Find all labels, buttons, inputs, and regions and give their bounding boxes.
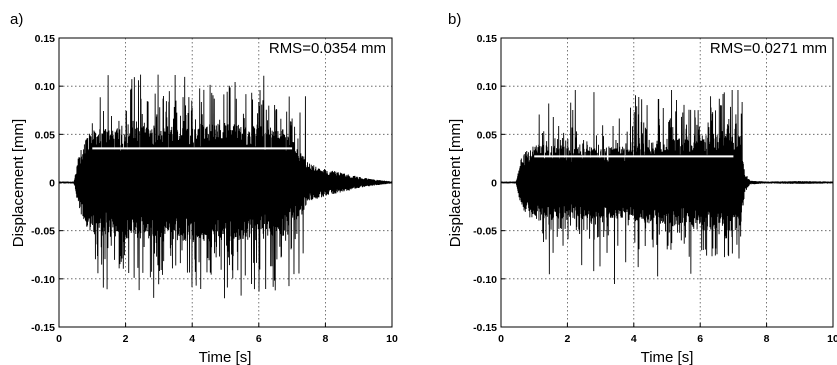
waveform-path bbox=[58, 74, 393, 299]
y-tick-label: -0.10 bbox=[31, 274, 55, 286]
x-ticks: 0 2 4 6 8 10 bbox=[498, 323, 837, 345]
y-tick-label: -0.05 bbox=[473, 226, 497, 238]
rms-annotation: RMS=0.0354 mm bbox=[269, 40, 386, 57]
x-tick-label: 8 bbox=[764, 333, 770, 345]
x-axis-label: Time [s] bbox=[199, 349, 252, 365]
y-tick-label: 0.05 bbox=[477, 129, 498, 141]
panel-b: b) 0 2 4 6 8 10 -0.15-0.10-0.0500.050.100.15 … bbox=[447, 11, 837, 365]
x-tick-label: 8 bbox=[322, 333, 328, 345]
rms-annotation: RMS=0.0271 mm bbox=[710, 40, 827, 57]
y-tick-label: 0 bbox=[491, 178, 497, 190]
waveform-series bbox=[500, 90, 834, 285]
x-tick-label: 2 bbox=[123, 333, 129, 345]
y-tick-label: 0 bbox=[49, 178, 55, 190]
y-axis-label: Displacement [mm] bbox=[10, 119, 27, 247]
y-tick-label: 0.15 bbox=[477, 33, 498, 45]
y-tick-label: 0.15 bbox=[35, 33, 56, 45]
y-tick-label: -0.15 bbox=[31, 322, 55, 334]
panel-a: a) 0 2 4 6 8 10 -0.15-0.10-0.0500.050.100.15 … bbox=[10, 11, 398, 365]
x-tick-label: 0 bbox=[498, 333, 504, 345]
waveform-path bbox=[500, 90, 834, 285]
x-tick-label: 6 bbox=[256, 333, 262, 345]
x-axis-label: Time [s] bbox=[641, 349, 694, 365]
y-tick-label: 0.10 bbox=[477, 81, 498, 93]
y-ticks: -0.15 -0.10 -0.05 0 0.05 0.10 0.15 bbox=[473, 33, 505, 334]
y-tick-label: 0.10 bbox=[35, 81, 56, 93]
waveform-series bbox=[58, 74, 393, 299]
x-tick-label: 4 bbox=[189, 333, 195, 345]
y-axis-label: Displacement [mm] bbox=[447, 119, 464, 247]
x-ticks: 0 2 4 6 8 10 bbox=[56, 323, 398, 345]
x-tick-label: 10 bbox=[827, 333, 837, 345]
panel-label: a) bbox=[10, 11, 23, 28]
x-tick-label: 10 bbox=[386, 333, 398, 345]
x-tick-label: 2 bbox=[564, 333, 570, 345]
panel-label: b) bbox=[448, 11, 461, 28]
x-tick-label: 0 bbox=[56, 333, 62, 345]
y-tick-label: 0.05 bbox=[35, 129, 56, 141]
y-tick-label: -0.10 bbox=[473, 274, 497, 286]
x-tick-label: 4 bbox=[631, 333, 637, 345]
y-tick-label: -0.05 bbox=[31, 226, 55, 238]
y-ticks: -0.15 -0.10 -0.05 0 0.05 0.10 0.15 bbox=[31, 33, 63, 334]
x-tick-label: 6 bbox=[697, 333, 703, 345]
y-tick-label: -0.15 bbox=[473, 322, 497, 334]
